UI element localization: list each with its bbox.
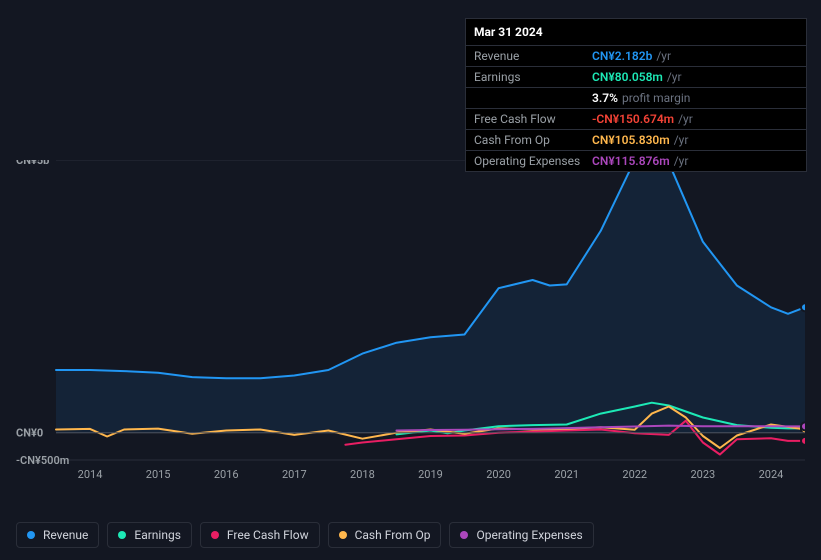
tooltip-value-wrap: -CN¥150.674m/yr — [592, 112, 693, 126]
tooltip-label: Free Cash Flow — [474, 112, 592, 126]
legend-label: Cash From Op — [355, 528, 431, 542]
tooltip-suffix: /yr — [674, 133, 689, 147]
legend: Revenue Earnings Free Cash Flow Cash From O… — [16, 522, 594, 548]
tooltip-row: Free Cash Flow-CN¥150.674m/yr — [466, 109, 806, 130]
tooltip-value: 3.7% — [592, 91, 618, 105]
data-tooltip: Mar 31 2024 RevenueCN¥2.182b/yrEarningsC… — [465, 18, 807, 172]
svg-text:2018: 2018 — [350, 468, 375, 480]
svg-text:2020: 2020 — [486, 468, 511, 480]
tooltip-row: 3.7% profit margin — [466, 88, 806, 109]
tooltip-value-wrap: CN¥80.058m/yr — [592, 70, 682, 84]
tooltip-value: CN¥80.058m — [592, 70, 663, 84]
legend-item[interactable]: Revenue — [16, 522, 99, 548]
legend-swatch — [339, 531, 347, 539]
legend-label: Free Cash Flow — [227, 528, 309, 542]
tooltip-label: Earnings — [474, 70, 592, 84]
svg-text:2021: 2021 — [554, 468, 579, 480]
tooltip-suffix: /yr — [656, 49, 671, 63]
tooltip-row: EarningsCN¥80.058m/yr — [466, 67, 806, 88]
svg-text:2022: 2022 — [622, 468, 647, 480]
tooltip-value: CN¥2.182b — [592, 49, 652, 63]
tooltip-suffix: /yr — [678, 112, 693, 126]
tooltip-value: CN¥115.876m — [592, 154, 670, 168]
legend-item[interactable]: Earnings — [107, 522, 192, 548]
tooltip-suffix: profit margin — [622, 91, 690, 105]
legend-item[interactable]: Operating Expenses — [449, 522, 593, 548]
tooltip-date: Mar 31 2024 — [466, 19, 806, 46]
tooltip-value-wrap: CN¥105.830m/yr — [592, 133, 688, 147]
tooltip-row: Cash From OpCN¥105.830m/yr — [466, 130, 806, 151]
svg-text:2023: 2023 — [690, 468, 715, 480]
legend-label: Operating Expenses — [476, 528, 582, 542]
legend-swatch — [118, 531, 126, 539]
svg-text:2015: 2015 — [146, 468, 171, 480]
svg-text:2024: 2024 — [759, 468, 784, 480]
tooltip-row: Operating ExpensesCN¥115.876m/yr — [466, 151, 806, 171]
svg-text:2017: 2017 — [282, 468, 307, 480]
svg-text:2016: 2016 — [214, 468, 239, 480]
svg-text:CN¥0: CN¥0 — [16, 427, 43, 440]
tooltip-value: -CN¥150.674m — [592, 112, 674, 126]
legend-swatch — [460, 531, 468, 539]
tooltip-value: CN¥105.830m — [592, 133, 670, 147]
tooltip-label — [474, 91, 592, 105]
svg-text:2019: 2019 — [418, 468, 443, 480]
root: Mar 31 2024 RevenueCN¥2.182b/yrEarningsC… — [0, 0, 821, 560]
tooltip-suffix: /yr — [667, 70, 682, 84]
legend-item[interactable]: Cash From Op — [328, 522, 442, 548]
tooltip-value-wrap: 3.7% profit margin — [592, 91, 690, 105]
legend-item[interactable]: Free Cash Flow — [200, 522, 320, 548]
tooltip-label: Cash From Op — [474, 133, 592, 147]
svg-text:2014: 2014 — [78, 468, 103, 480]
legend-swatch — [27, 531, 35, 539]
chart[interactable]: CN¥5b CN¥0 -CN¥500m 2014 2015 2016 2017 2018 201… — [16, 160, 805, 480]
tooltip-row: RevenueCN¥2.182b/yr — [466, 46, 806, 67]
tooltip-label: Operating Expenses — [474, 154, 592, 168]
legend-swatch — [211, 531, 219, 539]
svg-text:CN¥5b: CN¥5b — [16, 160, 49, 167]
legend-label: Earnings — [134, 528, 181, 542]
tooltip-suffix: /yr — [674, 154, 689, 168]
chart-svg: CN¥5b CN¥0 -CN¥500m 2014 2015 2016 2017 2018 201… — [16, 160, 805, 480]
tooltip-value-wrap: CN¥2.182b/yr — [592, 49, 671, 63]
tooltip-value-wrap: CN¥115.876m/yr — [592, 154, 688, 168]
tooltip-label: Revenue — [474, 49, 592, 63]
svg-text:-CN¥500m: -CN¥500m — [16, 454, 69, 467]
legend-label: Revenue — [43, 528, 88, 542]
